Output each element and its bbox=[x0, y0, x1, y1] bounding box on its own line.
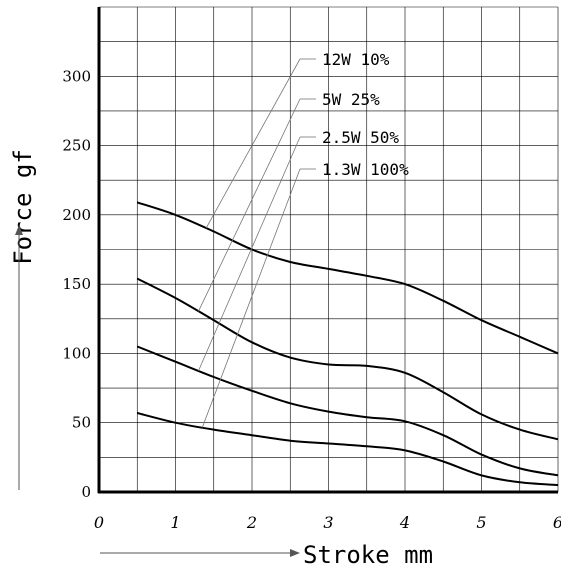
series-line bbox=[136, 201, 559, 355]
y-tick-label: 250 bbox=[62, 137, 91, 155]
y-axis-arrow bbox=[15, 225, 23, 490]
series-line bbox=[136, 277, 559, 441]
legend-leader-line bbox=[198, 136, 301, 372]
x-tick-label: 4 bbox=[399, 513, 410, 532]
legend-leader-line bbox=[198, 98, 301, 312]
y-axis-label: Force gf bbox=[9, 149, 37, 265]
legend-entry: 5W 25% bbox=[322, 90, 380, 109]
legend-entry: 12W 10% bbox=[322, 50, 390, 69]
y-tick-label: 300 bbox=[62, 67, 91, 85]
series-line bbox=[137, 412, 559, 487]
series-lines bbox=[136, 201, 559, 487]
y-tick-label: 50 bbox=[72, 414, 91, 432]
x-tick-label: 6 bbox=[553, 513, 561, 532]
y-tick-label: 150 bbox=[62, 275, 91, 293]
x-tick-label: 1 bbox=[170, 513, 180, 532]
x-axis-label: Stroke mm bbox=[303, 541, 433, 569]
grid bbox=[98, 6, 559, 493]
x-axis-arrow bbox=[100, 549, 300, 557]
axes: 0 50 100 150 200 250 300 0 1 2 3 4 5 6 bbox=[62, 7, 561, 532]
x-tick-label: 5 bbox=[476, 513, 486, 532]
legend: 12W 10% 5W 25% 2.5W 50% 1.3W 100% bbox=[198, 50, 409, 428]
x-tick-label: 3 bbox=[323, 513, 333, 532]
y-tick-label: 0 bbox=[81, 483, 91, 501]
y-tick-label: 100 bbox=[62, 344, 91, 362]
x-tick-label: 2 bbox=[246, 513, 257, 532]
legend-leader-line bbox=[201, 168, 301, 428]
legend-leader-line bbox=[205, 58, 301, 229]
legend-entry: 1.3W 100% bbox=[322, 160, 409, 179]
x-tick-label: 0 bbox=[94, 513, 104, 532]
y-tick-label: 200 bbox=[62, 206, 91, 224]
legend-entry: 2.5W 50% bbox=[322, 128, 399, 147]
series-line bbox=[136, 345, 559, 477]
